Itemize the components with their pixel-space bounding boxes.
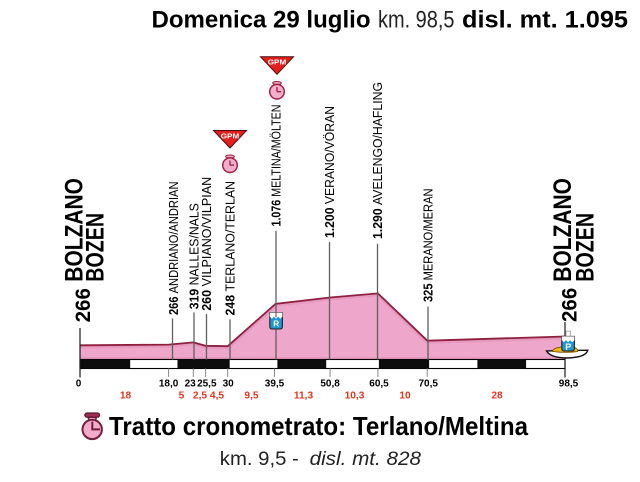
svg-text:R: R <box>273 320 279 329</box>
svg-text:319 NALLES/NALS: 319 NALLES/NALS <box>187 203 202 309</box>
svg-text:disl. mt. 828: disl. mt. 828 <box>310 448 422 470</box>
svg-text:10,3: 10,3 <box>345 391 365 402</box>
svg-text:5: 5 <box>179 391 185 402</box>
svg-text:30: 30 <box>223 379 235 390</box>
svg-text:1.076 MELTINA/MÖLTEN: 1.076 MELTINA/MÖLTEN <box>269 105 284 227</box>
svg-text:1.200 VERANO/VÖRAN: 1.200 VERANO/VÖRAN <box>322 106 337 238</box>
svg-text:50,8: 50,8 <box>320 379 340 390</box>
svg-text:25,5: 25,5 <box>197 379 217 390</box>
svg-text:248 TERLANO/TERLAN: 248 TERLANO/TERLAN <box>223 181 238 316</box>
svg-text:260 VILPIANO/VILPIAN: 260 VILPIANO/VILPIAN <box>199 177 214 311</box>
svg-text:km. 98,5: km. 98,5 <box>378 7 455 34</box>
svg-text:BOLZANO: BOLZANO <box>549 178 577 282</box>
svg-text:BOZEN: BOZEN <box>81 213 109 282</box>
svg-text:60,5: 60,5 <box>369 379 389 390</box>
svg-text:18: 18 <box>120 391 132 402</box>
svg-text:98,5: 98,5 <box>559 379 579 390</box>
svg-text:disl. mt. 1.095: disl. mt. 1.095 <box>462 7 628 34</box>
svg-text:70,5: 70,5 <box>418 379 438 390</box>
svg-text:P: P <box>565 342 571 352</box>
svg-text:18,0: 18,0 <box>159 379 179 390</box>
svg-text:266: 266 <box>72 288 95 322</box>
svg-text:10: 10 <box>399 391 411 402</box>
svg-text:Tratto cronometrato: Terlano/M: Tratto cronometrato: Terlano/Meltina <box>109 411 528 441</box>
svg-text:2,5: 2,5 <box>193 391 207 402</box>
svg-text:BOZEN: BOZEN <box>572 213 600 282</box>
svg-text:28: 28 <box>491 391 503 402</box>
svg-text:266: 266 <box>559 288 582 322</box>
svg-text:11,3: 11,3 <box>294 391 314 402</box>
svg-text:39,5: 39,5 <box>265 379 285 390</box>
svg-text:BOLZANO: BOLZANO <box>61 178 89 282</box>
svg-text:0: 0 <box>76 379 82 390</box>
svg-text:9,5: 9,5 <box>244 391 258 402</box>
svg-text:325 MERANO/MERAN: 325 MERANO/MERAN <box>421 189 436 303</box>
svg-text:266 ANDRIANO/ANDRIAN: 266 ANDRIANO/ANDRIAN <box>166 182 181 316</box>
svg-text:1.290 AVELENGO/HAFLING: 1.290 AVELENGO/HAFLING <box>370 82 385 239</box>
svg-text:23: 23 <box>185 379 197 390</box>
svg-text:4,5: 4,5 <box>210 391 224 402</box>
svg-text:Domenica 29 luglio: Domenica 29 luglio <box>152 7 371 34</box>
svg-text:km. 9,5 -: km. 9,5 - <box>220 448 299 470</box>
